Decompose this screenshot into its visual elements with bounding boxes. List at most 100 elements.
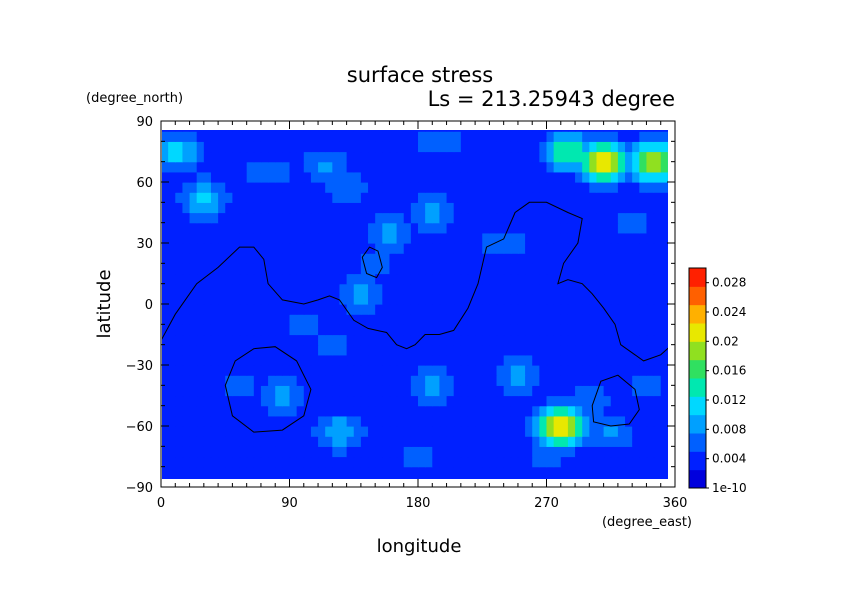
- field-cell: [446, 334, 455, 346]
- field-cell: [282, 131, 291, 142]
- field-cell: [368, 314, 376, 325]
- field-cell: [453, 324, 462, 336]
- field-cell: [632, 130, 640, 132]
- field-cell: [539, 415, 548, 427]
- field-cell: [168, 182, 176, 193]
- field-cell: [268, 130, 276, 132]
- field-cell: [632, 436, 640, 447]
- field-cell: [553, 151, 562, 163]
- field-cell: [196, 192, 205, 203]
- field-cell: [225, 161, 233, 173]
- field-cell: [510, 304, 519, 315]
- field-cell: [360, 273, 369, 285]
- field-cell: [582, 192, 590, 203]
- field-cell: [517, 375, 526, 386]
- field-cell: [268, 476, 276, 479]
- field-cell: [460, 354, 469, 366]
- field-cell: [510, 161, 519, 173]
- field-cell: [389, 263, 398, 275]
- field-cell: [189, 436, 198, 447]
- field-cell: [403, 293, 412, 305]
- field-cell: [639, 182, 648, 193]
- field-cell: [289, 202, 298, 214]
- field-cell: [339, 293, 348, 305]
- field-cell: [410, 466, 419, 478]
- field-cell: [467, 212, 476, 224]
- field-cell: [410, 130, 419, 132]
- field-cell: [582, 202, 590, 214]
- field-cell: [532, 324, 540, 336]
- field-cell: [232, 243, 241, 254]
- field-cell: [368, 354, 376, 366]
- field-cell: [246, 141, 255, 153]
- field-cell: [596, 232, 605, 244]
- field-cell: [225, 283, 233, 295]
- field-cell: [289, 354, 298, 366]
- field-cell: [246, 466, 255, 478]
- field-cell: [467, 334, 476, 346]
- field-cell: [389, 324, 398, 336]
- field-cell: [175, 456, 184, 468]
- field-cell: [203, 314, 212, 325]
- field-cell: [617, 314, 626, 325]
- field-cell: [225, 182, 233, 193]
- field-cell: [310, 436, 319, 447]
- field-cell: [396, 456, 405, 468]
- field-cell: [560, 395, 569, 407]
- field-cell: [282, 130, 291, 132]
- field-cell: [453, 253, 462, 264]
- field-cell: [532, 293, 540, 305]
- field-cell: [310, 253, 319, 264]
- field-cell: [339, 405, 348, 417]
- field-cell: [225, 293, 233, 305]
- field-cell: [418, 293, 426, 305]
- field-cell: [482, 202, 490, 214]
- field-cell: [162, 466, 169, 478]
- field-cell: [560, 456, 569, 468]
- field-cell: [567, 354, 576, 366]
- field-cell: [360, 304, 369, 315]
- field-cell: [375, 131, 383, 142]
- field-cell: [225, 273, 233, 285]
- field-cell: [289, 253, 298, 264]
- field-cell: [603, 354, 612, 366]
- field-cell: [346, 273, 355, 285]
- field-cell: [539, 476, 548, 479]
- field-cell: [232, 222, 241, 234]
- field-cell: [210, 365, 219, 376]
- field-cell: [203, 202, 212, 214]
- field-cell: [453, 395, 462, 407]
- field-cell: [203, 476, 212, 479]
- field-cell: [496, 314, 505, 325]
- field-cell: [396, 212, 405, 224]
- field-cell: [482, 436, 490, 447]
- field-cell: [489, 446, 498, 458]
- field-cell: [553, 222, 562, 234]
- field-cell: [332, 131, 341, 142]
- field-cell: [189, 192, 198, 203]
- field-cell: [260, 171, 269, 183]
- field-cell: [639, 130, 648, 132]
- field-cell: [175, 273, 184, 285]
- field-cell: [360, 456, 369, 468]
- field-cell: [453, 182, 462, 193]
- field-cell: [560, 243, 569, 254]
- field-cell: [203, 171, 212, 183]
- field-cell: [253, 141, 262, 153]
- field-cell: [310, 324, 319, 336]
- field-cell: [203, 304, 212, 315]
- field-cell: [325, 304, 333, 315]
- field-cell: [553, 476, 562, 479]
- field-cell: [553, 324, 562, 336]
- field-cell: [625, 171, 633, 183]
- field-cell: [210, 243, 219, 254]
- field-cell: [296, 141, 305, 153]
- field-cell: [232, 171, 241, 183]
- field-cell: [482, 344, 490, 356]
- field-cell: [510, 436, 519, 447]
- field-cell: [525, 405, 533, 417]
- field-cell: [625, 446, 633, 458]
- field-cell: [196, 334, 205, 346]
- field-cell: [175, 334, 184, 346]
- field-cell: [382, 192, 391, 203]
